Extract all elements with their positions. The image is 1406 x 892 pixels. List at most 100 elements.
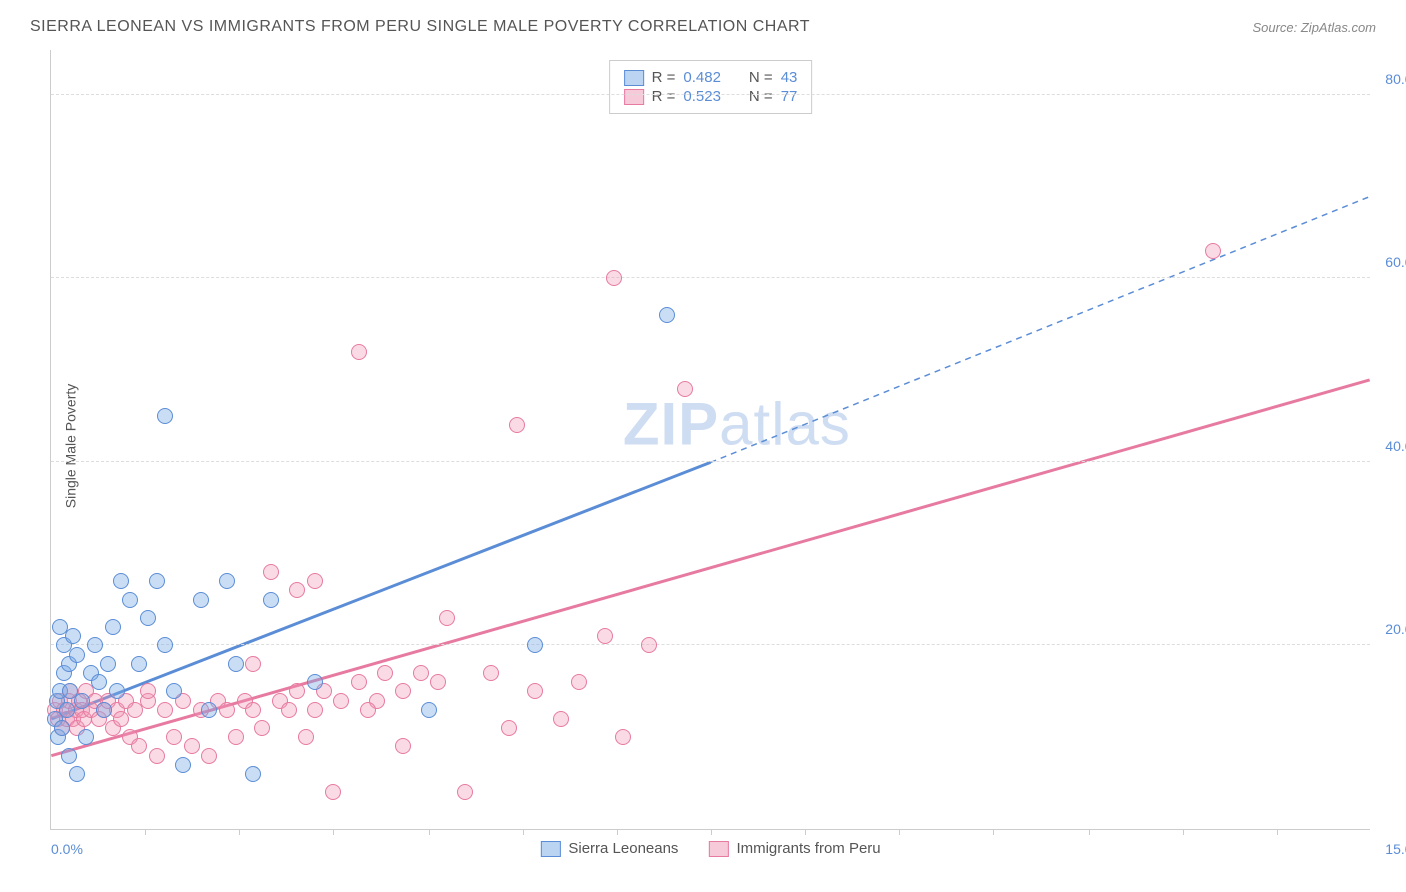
legend-swatch — [624, 89, 644, 105]
legend-row: R =0.523N =77 — [624, 88, 798, 105]
correlation-legend: R = 0.482 N = 43 R =0.523N =77 — [609, 60, 813, 114]
data-point — [228, 656, 244, 672]
data-point — [597, 628, 613, 644]
watermark-text: ZIPatlas — [623, 389, 851, 458]
data-point — [659, 307, 675, 323]
data-point — [483, 665, 499, 681]
legend-r-label: R = — [652, 88, 676, 105]
x-tick — [1183, 829, 1184, 835]
data-point — [109, 683, 125, 699]
legend-n-label: N = — [749, 88, 773, 105]
series-legend-item: Sierra Leoneans — [540, 840, 678, 857]
grid-line — [51, 461, 1370, 462]
data-point — [571, 674, 587, 690]
data-point — [360, 702, 376, 718]
series-legend-item: Immigrants from Peru — [708, 840, 880, 857]
data-point — [677, 381, 693, 397]
y-tick-label: 80.0% — [1385, 71, 1406, 87]
legend-swatch — [708, 841, 728, 857]
data-point — [457, 784, 473, 800]
data-point — [245, 702, 261, 718]
data-point — [131, 656, 147, 672]
legend-r-value: 0.482 — [683, 69, 721, 86]
watermark-bold: ZIP — [623, 390, 719, 457]
data-point — [78, 729, 94, 745]
data-point — [615, 729, 631, 745]
data-point — [219, 573, 235, 589]
data-point — [100, 656, 116, 672]
data-point — [157, 702, 173, 718]
data-point — [501, 720, 517, 736]
x-tick-label: 0.0% — [51, 841, 83, 857]
trend-line-solid — [51, 462, 710, 719]
data-point — [281, 702, 297, 718]
data-point — [527, 637, 543, 653]
series-name: Immigrants from Peru — [736, 840, 880, 857]
data-point — [166, 683, 182, 699]
data-point — [527, 683, 543, 699]
data-point — [289, 582, 305, 598]
data-point — [149, 573, 165, 589]
x-tick — [805, 829, 806, 835]
data-point — [377, 665, 393, 681]
data-point — [307, 674, 323, 690]
data-point — [263, 564, 279, 580]
y-tick-label: 20.0% — [1385, 621, 1406, 637]
data-point — [219, 702, 235, 718]
legend-r-label: R = — [652, 69, 676, 86]
data-point — [421, 702, 437, 718]
data-point — [140, 610, 156, 626]
data-point — [113, 573, 129, 589]
data-point — [245, 656, 261, 672]
data-point — [149, 748, 165, 764]
data-point — [333, 693, 349, 709]
series-name: Sierra Leoneans — [568, 840, 678, 857]
x-tick — [523, 829, 524, 835]
trend-line-dashed — [711, 197, 1370, 463]
data-point — [413, 665, 429, 681]
x-tick — [1277, 829, 1278, 835]
data-point — [289, 683, 305, 699]
data-point — [131, 738, 147, 754]
data-point — [245, 766, 261, 782]
data-point — [395, 738, 411, 754]
data-point — [105, 619, 121, 635]
data-point — [254, 720, 270, 736]
x-tick — [429, 829, 430, 835]
x-tick — [239, 829, 240, 835]
legend-swatch — [540, 841, 560, 857]
data-point — [65, 628, 81, 644]
data-point — [228, 729, 244, 745]
data-point — [166, 729, 182, 745]
x-tick — [333, 829, 334, 835]
data-point — [122, 592, 138, 608]
y-tick-label: 40.0% — [1385, 438, 1406, 454]
watermark-light: atlas — [719, 390, 851, 457]
data-point — [307, 702, 323, 718]
data-point — [351, 674, 367, 690]
series-legend: Sierra Leoneans Immigrants from Peru — [540, 840, 880, 857]
data-point — [69, 766, 85, 782]
data-point — [553, 711, 569, 727]
data-point — [430, 674, 446, 690]
x-tick — [899, 829, 900, 835]
data-point — [263, 592, 279, 608]
data-point — [351, 344, 367, 360]
data-point — [606, 270, 622, 286]
x-tick — [145, 829, 146, 835]
data-point — [140, 683, 156, 699]
data-point — [325, 784, 341, 800]
data-point — [96, 702, 112, 718]
data-point — [59, 702, 75, 718]
data-point — [307, 573, 323, 589]
legend-swatch — [624, 70, 644, 86]
grid-line — [51, 277, 1370, 278]
legend-n-value: 43 — [781, 69, 798, 86]
data-point — [69, 647, 85, 663]
chart-title: SIERRA LEONEAN VS IMMIGRANTS FROM PERU S… — [30, 18, 810, 36]
scatter-plot: ZIPatlas R =0.482N =43R =0.523N =77 Sier… — [50, 50, 1370, 830]
data-point — [298, 729, 314, 745]
data-point — [61, 748, 77, 764]
x-tick — [711, 829, 712, 835]
data-point — [641, 637, 657, 653]
